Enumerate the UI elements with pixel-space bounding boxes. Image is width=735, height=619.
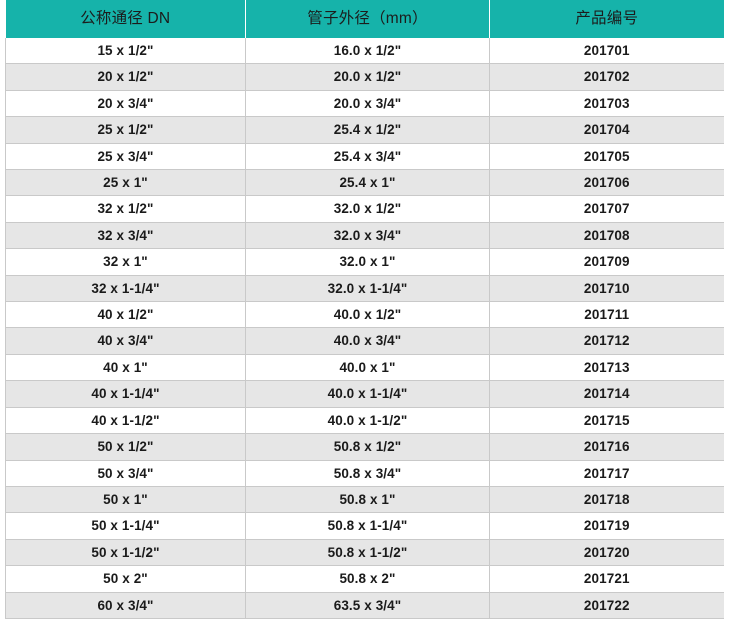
cell-nominal-diameter: 40 x 1-1/4" [5,380,246,408]
cell-nominal-diameter: 32 x 1/2" [5,195,246,223]
cell-nominal-diameter: 25 x 1" [5,169,246,197]
table-row: 50 x 3/4" 50.8 x 3/4" 201717 [5,460,724,487]
cell-pipe-outer-diameter: 40.0 x 1" [245,354,490,382]
table-row: 40 x 1/2" 40.0 x 1/2" 201711 [5,301,724,329]
cell-product-code: 201708 [489,222,724,250]
table-row: 50 x 1-1/4" 50.8 x 1-1/4" 201719 [5,512,724,540]
cell-pipe-outer-diameter: 50.8 x 1-1/2" [245,539,490,567]
cell-product-code: 201703 [489,90,724,118]
table-row: 40 x 1" 40.0 x 1" 201713 [5,354,724,382]
table-row: 25 x 1" 25.4 x 1" 201706 [5,169,724,197]
table-row: 40 x 1-1/4" 40.0 x 1-1/4" 201714 [5,380,724,408]
cell-pipe-outer-diameter: 32.0 x 1" [245,248,490,276]
cell-pipe-outer-diameter: 63.5 x 3/4" [245,592,490,619]
cell-nominal-diameter: 60 x 3/4" [5,592,246,619]
cell-nominal-diameter: 50 x 1-1/2" [5,539,246,567]
cell-product-code: 201714 [489,380,724,408]
cell-product-code: 201709 [489,248,724,276]
cell-pipe-outer-diameter: 16.0 x 1/2" [245,38,490,65]
cell-product-code: 201702 [489,63,724,91]
cell-pipe-outer-diameter: 40.0 x 1-1/4" [245,380,490,408]
table-row: 20 x 3/4" 20.0 x 3/4" 201703 [5,90,724,118]
cell-product-code: 201704 [489,116,724,144]
table-row: 32 x 3/4" 32.0 x 3/4" 201708 [5,222,724,250]
table-row: 20 x 1/2" 20.0 x 1/2" 201702 [5,63,724,91]
cell-product-code: 201707 [489,195,724,223]
cell-nominal-diameter: 20 x 1/2" [5,63,246,91]
table-row: 32 x 1-1/4" 32.0 x 1-1/4" 201710 [5,275,724,303]
cell-product-code: 201719 [489,512,724,540]
cell-pipe-outer-diameter: 32.0 x 1-1/4" [245,275,490,303]
cell-pipe-outer-diameter: 50.8 x 2" [245,565,490,593]
cell-nominal-diameter: 50 x 3/4" [5,460,246,487]
cell-nominal-diameter: 25 x 3/4" [5,143,246,171]
cell-nominal-diameter: 50 x 1-1/4" [5,512,246,540]
table-row: 50 x 1-1/2" 50.8 x 1-1/2" 201720 [5,539,724,567]
cell-nominal-diameter: 20 x 3/4" [5,90,246,118]
cell-pipe-outer-diameter: 20.0 x 1/2" [245,63,490,91]
cell-nominal-diameter: 32 x 1-1/4" [5,275,246,303]
cell-pipe-outer-diameter: 50.8 x 1-1/4" [245,512,490,540]
cell-pipe-outer-diameter: 50.8 x 3/4" [245,460,490,487]
cell-product-code: 201717 [489,460,724,487]
table-row: 40 x 1-1/2" 40.0 x 1-1/2" 201715 [5,407,724,435]
column-header-product-code: 产品编号 [489,0,724,38]
cell-product-code: 201716 [489,433,724,461]
column-header-pipe-outer-diameter: 管子外径（mm） [245,0,490,38]
cell-product-code: 201720 [489,539,724,567]
cell-nominal-diameter: 50 x 1/2" [5,433,246,461]
cell-pipe-outer-diameter: 40.0 x 3/4" [245,327,490,355]
table-row: 50 x 2" 50.8 x 2" 201721 [5,565,724,593]
cell-nominal-diameter: 50 x 2" [5,565,246,593]
cell-nominal-diameter: 32 x 1" [5,248,246,276]
cell-pipe-outer-diameter: 40.0 x 1-1/2" [245,407,490,435]
cell-product-code: 201715 [489,407,724,435]
cell-pipe-outer-diameter: 32.0 x 1/2" [245,195,490,223]
cell-product-code: 201721 [489,565,724,593]
cell-pipe-outer-diameter: 25.4 x 1" [245,169,490,197]
table-row: 25 x 1/2" 25.4 x 1/2" 201704 [5,116,724,144]
cell-product-code: 201712 [489,327,724,355]
cell-pipe-outer-diameter: 32.0 x 3/4" [245,222,490,250]
table-header-row: 公称通径 DN 管子外径（mm） 产品编号 [5,0,724,38]
table-row: 50 x 1" 50.8 x 1" 201718 [5,486,724,514]
table-row: 40 x 3/4" 40.0 x 3/4" 201712 [5,327,724,355]
cell-nominal-diameter: 25 x 1/2" [5,116,246,144]
cell-nominal-diameter: 40 x 1/2" [5,301,246,329]
column-header-nominal-diameter: 公称通径 DN [5,0,246,38]
cell-product-code: 201722 [489,592,724,619]
cell-pipe-outer-diameter: 20.0 x 3/4" [245,90,490,118]
cell-pipe-outer-diameter: 40.0 x 1/2" [245,301,490,329]
table-header: 公称通径 DN 管子外径（mm） 产品编号 [5,0,724,38]
table-row: 60 x 3/4" 63.5 x 3/4" 201722 [5,592,724,619]
table-row: 50 x 1/2" 50.8 x 1/2" 201716 [5,433,724,461]
cell-product-code: 201701 [489,38,724,65]
cell-product-code: 201713 [489,354,724,382]
cell-product-code: 201710 [489,275,724,303]
cell-pipe-outer-diameter: 25.4 x 1/2" [245,116,490,144]
cell-pipe-outer-diameter: 50.8 x 1/2" [245,433,490,461]
cell-pipe-outer-diameter: 50.8 x 1" [245,486,490,514]
cell-nominal-diameter: 50 x 1" [5,486,246,514]
cell-product-code: 201705 [489,143,724,171]
cell-nominal-diameter: 40 x 1-1/2" [5,407,246,435]
table-body: 15 x 1/2" 16.0 x 1/2" 201701 20 x 1/2" 20.0 … [5,38,724,619]
pipe-specification-table: 公称通径 DN 管子外径（mm） 产品编号 15 x 1/2" 16.0 x 1/… [5,0,724,619]
table-row: 25 x 3/4" 25.4 x 3/4" 201705 [5,143,724,171]
cell-pipe-outer-diameter: 25.4 x 3/4" [245,143,490,171]
cell-nominal-diameter: 15 x 1/2" [5,38,246,65]
table-row: 32 x 1" 32.0 x 1" 201709 [5,248,724,276]
cell-nominal-diameter: 32 x 3/4" [5,222,246,250]
table-row: 15 x 1/2" 16.0 x 1/2" 201701 [5,38,724,65]
cell-nominal-diameter: 40 x 1" [5,354,246,382]
cell-product-code: 201711 [489,301,724,329]
table-row: 32 x 1/2" 32.0 x 1/2" 201707 [5,195,724,223]
cell-product-code: 201706 [489,169,724,197]
cell-nominal-diameter: 40 x 3/4" [5,327,246,355]
cell-product-code: 201718 [489,486,724,514]
